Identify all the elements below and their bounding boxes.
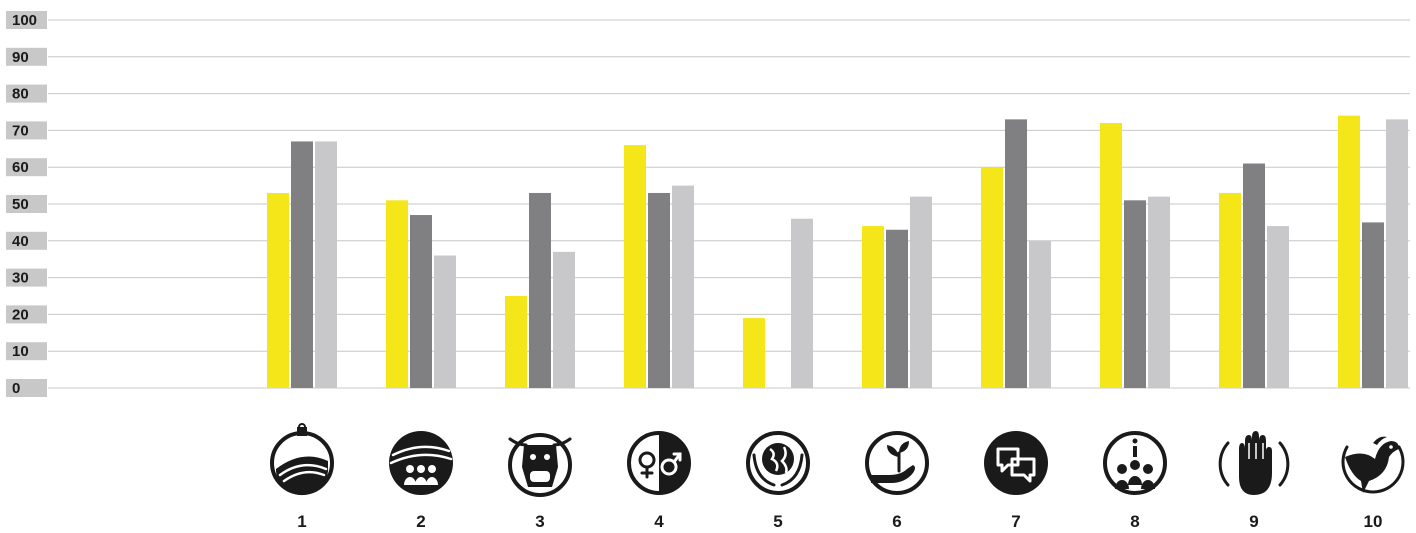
bar bbox=[505, 296, 527, 388]
bar bbox=[1362, 222, 1384, 388]
x-axis-labels: 1 2 3 4 5 6 7 8 9 10 bbox=[297, 512, 1382, 531]
y-axis: 0 10 20 30 40 50 60 70 80 90 100 bbox=[6, 11, 47, 397]
bar bbox=[529, 192, 551, 388]
y-tick-label: 20 bbox=[12, 306, 29, 323]
x-tick-label: 1 bbox=[297, 512, 306, 531]
y-tick-label: 0 bbox=[12, 380, 20, 397]
y-tick-background bbox=[6, 47, 47, 66]
bar bbox=[886, 229, 908, 388]
y-tick: 60 bbox=[6, 158, 47, 177]
bar bbox=[553, 251, 575, 388]
x-tick-label: 3 bbox=[535, 512, 544, 531]
bar bbox=[315, 141, 337, 388]
y-tick-background bbox=[6, 158, 47, 177]
bar bbox=[1338, 115, 1360, 389]
y-tick: 70 bbox=[6, 121, 47, 140]
plant-in-hand-icon bbox=[865, 431, 929, 495]
x-tick-label: 9 bbox=[1249, 512, 1258, 531]
y-tick: 30 bbox=[6, 268, 47, 287]
y-tick: 90 bbox=[6, 47, 47, 66]
bar bbox=[1219, 192, 1241, 388]
y-tick-background bbox=[6, 342, 47, 361]
y-tick: 50 bbox=[6, 195, 47, 213]
x-tick-label: 4 bbox=[654, 512, 664, 531]
y-tick: 10 bbox=[6, 342, 47, 361]
y-tick: 0 bbox=[6, 379, 47, 397]
community-people-icon bbox=[389, 431, 453, 495]
y-tick-label: 30 bbox=[12, 270, 29, 287]
bar bbox=[862, 226, 884, 388]
bar bbox=[1267, 226, 1289, 388]
y-tick-label: 70 bbox=[12, 122, 29, 139]
raised-hand-icon bbox=[1218, 431, 1290, 495]
bar bbox=[791, 218, 813, 388]
x-tick-label: 10 bbox=[1364, 512, 1383, 531]
y-tick-label: 50 bbox=[12, 196, 29, 213]
x-tick-label: 2 bbox=[416, 512, 425, 531]
y-tick-label: 60 bbox=[12, 159, 29, 176]
bar bbox=[648, 192, 670, 388]
y-tick-background bbox=[6, 231, 47, 250]
participation-icon bbox=[1103, 431, 1167, 495]
bar bbox=[1386, 119, 1408, 389]
y-tick-background bbox=[6, 84, 47, 103]
y-tick-label: 40 bbox=[12, 233, 29, 250]
category-icons bbox=[270, 423, 1405, 497]
y-tick-background bbox=[6, 121, 47, 140]
bar bbox=[624, 145, 646, 388]
bar bbox=[386, 200, 408, 388]
bar bbox=[981, 167, 1003, 388]
gender-icon bbox=[627, 431, 691, 495]
y-tick: 100 bbox=[6, 11, 47, 29]
bar bbox=[1005, 119, 1027, 389]
bars bbox=[267, 115, 1408, 389]
bar bbox=[1243, 163, 1265, 388]
y-tick: 40 bbox=[6, 231, 47, 250]
x-tick-label: 8 bbox=[1130, 512, 1139, 531]
y-tick-background bbox=[6, 268, 47, 287]
y-tick-label: 100 bbox=[12, 12, 37, 29]
bar bbox=[291, 141, 313, 388]
bar bbox=[743, 318, 765, 388]
y-tick-background bbox=[6, 305, 47, 324]
bar bbox=[434, 255, 456, 388]
livestock-cow-icon bbox=[508, 433, 572, 497]
y-tick: 80 bbox=[6, 84, 47, 103]
bar bbox=[1148, 196, 1170, 388]
bar bbox=[410, 215, 432, 388]
y-tick-label: 10 bbox=[12, 343, 29, 360]
bar bbox=[672, 185, 694, 388]
earth-care-icon bbox=[746, 431, 810, 495]
y-tick-background bbox=[6, 195, 47, 213]
y-tick-label: 80 bbox=[12, 86, 29, 103]
y-tick: 20 bbox=[6, 305, 47, 324]
land-tenure-icon bbox=[270, 423, 334, 496]
y-tick-label: 90 bbox=[12, 49, 29, 66]
bar bbox=[910, 196, 932, 388]
dialogue-icon bbox=[984, 431, 1048, 495]
bar bbox=[1029, 240, 1051, 388]
gridlines bbox=[48, 19, 1410, 389]
x-tick-label: 7 bbox=[1011, 512, 1020, 531]
dove-icon bbox=[1341, 436, 1405, 494]
x-tick-label: 5 bbox=[773, 512, 782, 531]
y-tick-background bbox=[6, 11, 47, 29]
bar bbox=[1124, 200, 1146, 388]
y-tick-background bbox=[6, 379, 47, 397]
bar bbox=[1100, 123, 1122, 388]
bar bbox=[267, 192, 289, 388]
x-tick-label: 6 bbox=[892, 512, 901, 531]
